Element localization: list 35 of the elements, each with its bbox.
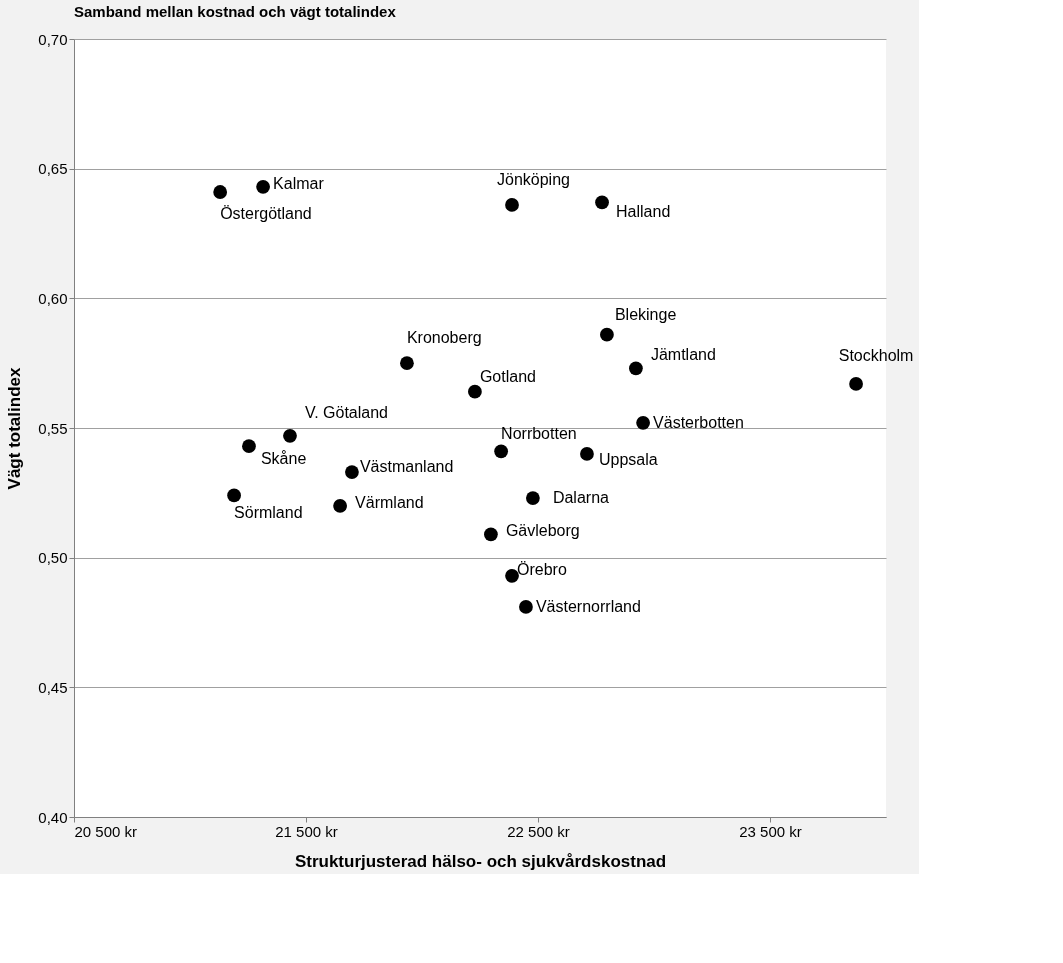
annotation: Uppsala bbox=[598, 450, 658, 468]
x-axis-title: Strukturjusterad hälso- och sjukvårdskostnad bbox=[294, 851, 667, 871]
annotation: Halland bbox=[616, 203, 671, 221]
y-axis-title: Vägt totalindex bbox=[5, 367, 25, 490]
x-tick-label: 22 500 kr bbox=[507, 822, 570, 840]
annotation: Sörmland bbox=[234, 504, 303, 522]
annotation: Västmanland bbox=[359, 458, 454, 476]
annotation: Västernorrland bbox=[535, 597, 641, 615]
x-tick-label: 20 500 kr bbox=[74, 822, 138, 840]
x-tick-label: 21 500 kr bbox=[275, 822, 338, 840]
annotation: Gotland bbox=[479, 367, 536, 385]
annotation: Gävleborg bbox=[505, 522, 580, 540]
annotation: Västerbotten bbox=[653, 413, 744, 431]
y-tick-label: 0,60 bbox=[38, 289, 68, 307]
annotation: Östergötland bbox=[220, 205, 312, 223]
annotation: Skåne bbox=[260, 450, 307, 468]
annotation: Örebro bbox=[517, 560, 567, 578]
y-tick-label: 0,50 bbox=[38, 549, 68, 567]
annotation: Kalmar bbox=[273, 174, 325, 192]
y-tick-label: 0,45 bbox=[38, 678, 68, 696]
x-tick-label: 23 500 kr bbox=[739, 822, 802, 840]
annotation: Värmland bbox=[355, 493, 424, 511]
annotation: Dalarna bbox=[552, 489, 610, 507]
annotation: Blekinge bbox=[614, 305, 677, 323]
chart-title: Samband mellan kostnad och vägt totalindex bbox=[74, 3, 397, 20]
annotation: Jämtland bbox=[650, 346, 716, 364]
annotation: V. Götaland bbox=[304, 403, 389, 421]
y-tick-label: 0,65 bbox=[38, 160, 68, 178]
annotation: Norrbotten bbox=[501, 425, 577, 443]
annotation: Stockholm bbox=[838, 346, 914, 364]
y-tick-label: 0,40 bbox=[38, 808, 68, 826]
y-tick-label: 0,70 bbox=[38, 30, 68, 48]
annotation: Kronoberg bbox=[406, 329, 482, 347]
annotation: Jönköping bbox=[497, 170, 570, 188]
y-tick-label: 0,55 bbox=[38, 419, 68, 437]
